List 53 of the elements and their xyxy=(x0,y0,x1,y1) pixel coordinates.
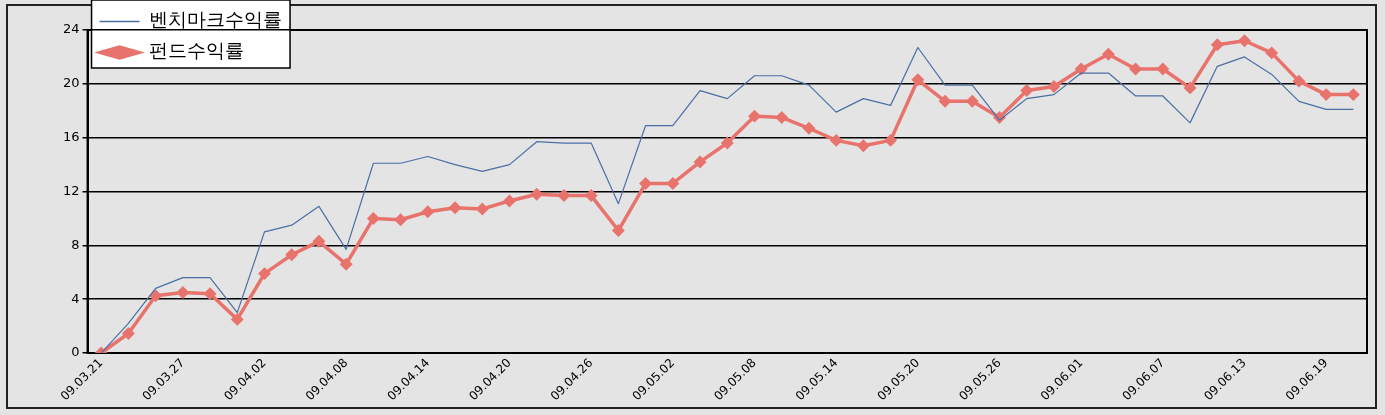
point xyxy=(966,95,979,108)
point xyxy=(803,122,815,135)
point xyxy=(1075,63,1087,75)
point xyxy=(177,286,189,299)
y-tick-label: 4 xyxy=(71,290,80,306)
y-tick-label: 16 xyxy=(63,129,80,145)
legend-label: 벤치마크수익률 xyxy=(149,8,283,31)
point xyxy=(285,249,298,261)
point xyxy=(258,267,271,280)
point xyxy=(1129,63,1142,75)
point xyxy=(1020,84,1033,97)
point xyxy=(422,205,434,218)
y-tick-label: 24 xyxy=(63,21,80,37)
point xyxy=(1048,80,1060,93)
point xyxy=(449,201,461,214)
point xyxy=(612,224,625,237)
point xyxy=(639,177,652,190)
point xyxy=(912,74,924,86)
point xyxy=(367,212,380,225)
point xyxy=(204,288,216,300)
point xyxy=(558,189,570,202)
point xyxy=(1347,88,1360,101)
point xyxy=(585,189,597,202)
point xyxy=(830,134,842,147)
point xyxy=(503,195,516,207)
point xyxy=(476,203,489,215)
y-tick-label: 20 xyxy=(63,75,80,91)
point xyxy=(667,177,679,190)
y-tick-label: 8 xyxy=(71,236,80,252)
point xyxy=(394,214,407,226)
point xyxy=(1293,75,1305,87)
point xyxy=(1102,48,1115,60)
point xyxy=(340,258,352,270)
point xyxy=(857,140,870,152)
point xyxy=(939,95,951,108)
y-tick-label: 0 xyxy=(71,344,80,360)
y-tick-label: 12 xyxy=(63,182,80,198)
point xyxy=(884,134,897,147)
point xyxy=(231,313,244,326)
point xyxy=(122,327,135,340)
point xyxy=(748,110,761,122)
legend-label: 펀드수익률 xyxy=(149,39,245,62)
point xyxy=(313,235,325,248)
point xyxy=(1238,35,1251,47)
point xyxy=(149,290,162,302)
point xyxy=(1265,47,1278,59)
point xyxy=(1211,39,1224,51)
point xyxy=(530,188,543,200)
point xyxy=(694,156,706,168)
point xyxy=(1320,88,1332,101)
point xyxy=(721,137,734,149)
point xyxy=(1157,63,1169,75)
point xyxy=(1184,82,1196,94)
